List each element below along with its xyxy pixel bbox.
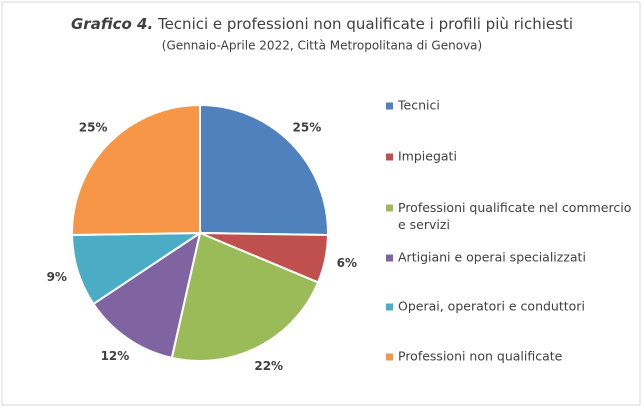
legend-line: e servizi — [398, 217, 450, 232]
legend-swatch — [386, 153, 393, 161]
data-label: 6% — [337, 256, 357, 270]
data-label: 22% — [254, 359, 283, 373]
legend-swatch — [386, 204, 393, 212]
data-label: 25% — [79, 120, 108, 134]
pie-slice — [71, 103, 201, 237]
legend-label: Artigiani e operai specializzati — [398, 250, 586, 265]
legend-label: Professioni qualificate nel commercio e s… — [398, 200, 631, 232]
pie-slice — [170, 231, 320, 362]
data-label: 25% — [293, 120, 322, 134]
chart-title: Grafico 4. Tecnici e professioni non qua… — [71, 15, 573, 33]
legend-label: Impiegati — [398, 149, 457, 164]
pie-slice — [199, 103, 329, 237]
chart-subtitle: (Gennaio-Aprile 2022, Città Metropolitan… — [162, 39, 482, 53]
legend-label: Operai, operatori e conduttori — [398, 299, 585, 314]
data-label: 12% — [101, 349, 130, 363]
legend-label: Professioni non qualificate — [398, 349, 563, 364]
data-label: 9% — [47, 270, 67, 284]
legend-label: Tecnici — [397, 98, 440, 113]
title-text: Tecnici e professioni non qualificate i … — [157, 15, 573, 33]
legend-swatch — [386, 102, 393, 110]
title-label: Grafico 4. — [71, 15, 153, 33]
legend-swatch — [386, 303, 393, 311]
pie-slice — [92, 230, 202, 360]
legend-swatch — [386, 353, 393, 361]
legend-line: Professioni qualificate nel commercio — [398, 200, 631, 215]
legend-swatch — [386, 254, 393, 262]
